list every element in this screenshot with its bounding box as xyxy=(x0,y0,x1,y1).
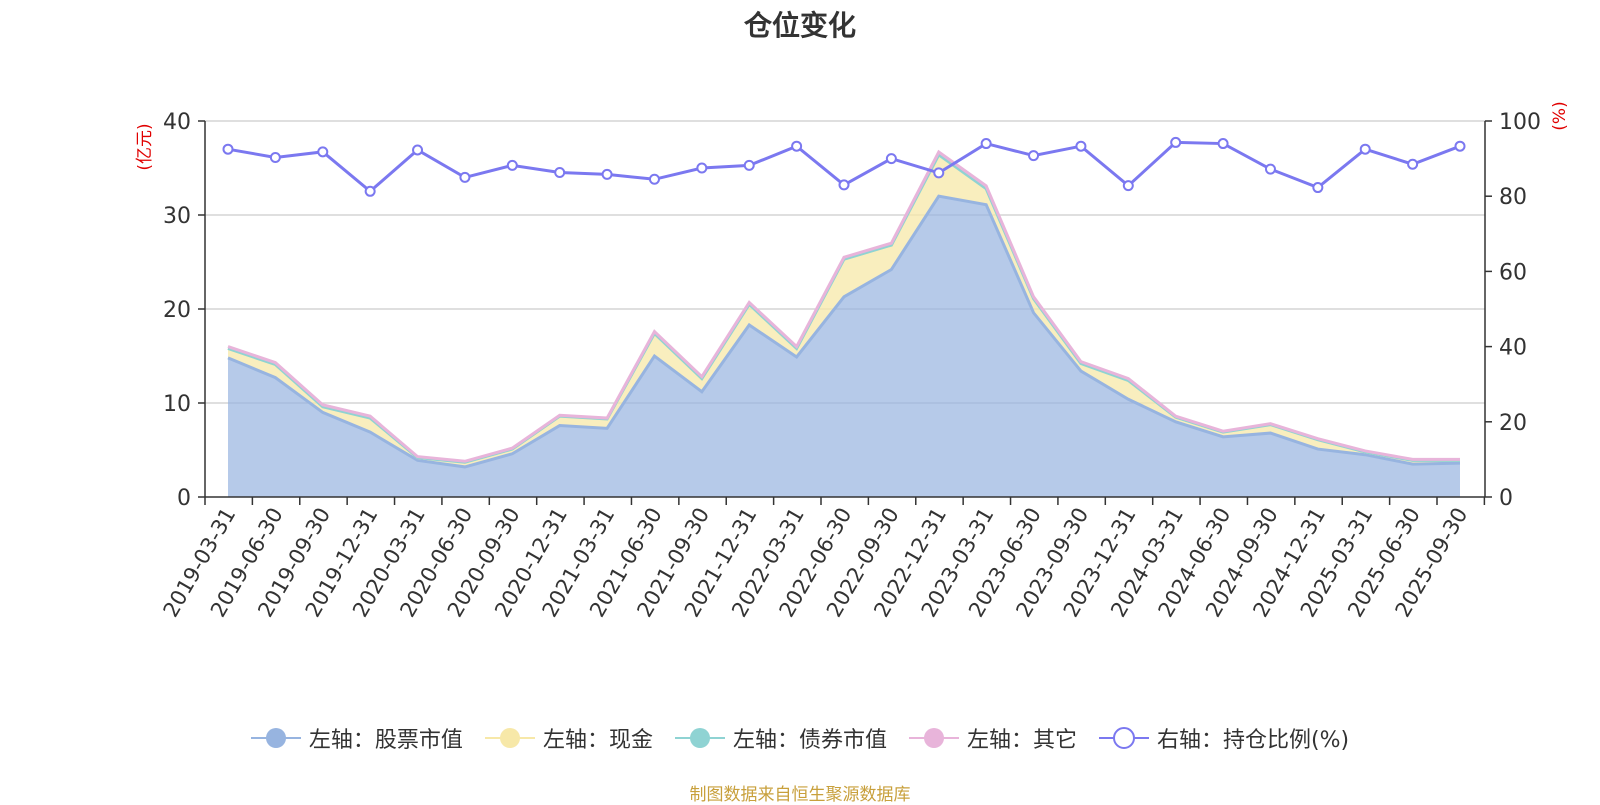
ratio-point-4 xyxy=(412,144,424,156)
chart-legend: 左轴：股票市值 左轴：现金 左轴：债券市值 左轴：其它 右轴：持仓比例(%) xyxy=(0,722,1600,754)
right-tick-label-0: 0 xyxy=(1499,486,1513,511)
ratio-point-13 xyxy=(838,179,850,191)
ratio-point-20 xyxy=(1170,136,1182,148)
ratio-point-2 xyxy=(317,146,329,158)
left-tick-label-10: 10 xyxy=(163,392,191,417)
ratio-point-6 xyxy=(506,159,518,171)
ratio-point-18 xyxy=(1075,140,1087,152)
ratio-point-25 xyxy=(1407,158,1419,170)
legend-item-bond[interactable]: 左轴：债券市值 xyxy=(674,722,887,754)
ratio-point-26 xyxy=(1454,140,1466,152)
ratio-point-15 xyxy=(933,167,945,179)
ratio-point-0 xyxy=(222,143,234,155)
area-series-0 xyxy=(228,196,1460,497)
right-tick-label-20: 20 xyxy=(1499,411,1527,436)
ratio-point-16 xyxy=(980,138,992,150)
ratio-point-10 xyxy=(696,162,708,174)
legend-item-ratio[interactable]: 右轴：持仓比例(%) xyxy=(1098,722,1350,754)
left-tick-label-30: 30 xyxy=(163,204,191,229)
legend-item-other[interactable]: 左轴：其它 xyxy=(908,722,1077,754)
area-line-series-3 xyxy=(227,149,1460,463)
ratio-point-12 xyxy=(791,140,803,152)
legend-bond-label: 左轴：债券市值 xyxy=(732,728,887,753)
ratio-point-14 xyxy=(885,153,897,165)
right-tick-label-40: 40 xyxy=(1499,336,1527,361)
ratio-point-1 xyxy=(269,151,281,163)
area-line-series-0 xyxy=(227,194,1461,469)
right-tick-label-100: 100 xyxy=(1499,110,1541,135)
left-tick-label-0: 0 xyxy=(177,486,191,511)
chart-title: 仓位变化 xyxy=(743,9,856,42)
left-axis-unit-label: (亿元) xyxy=(135,123,155,170)
ratio-point-7 xyxy=(554,167,566,179)
right-axis-unit-label: (%) xyxy=(1550,101,1570,130)
left-tick-label-40: 40 xyxy=(163,110,191,135)
legend-other-icon xyxy=(908,728,959,748)
ratio-point-23 xyxy=(1312,182,1324,194)
ratio-point-9 xyxy=(648,173,660,185)
ratio-point-17 xyxy=(1028,150,1040,162)
legend-other-label: 左轴：其它 xyxy=(966,728,1077,753)
legend-ratio-label: 右轴：持仓比例(%) xyxy=(1156,728,1350,753)
legend-stock-icon xyxy=(250,728,301,748)
ratio-point-8 xyxy=(601,168,613,180)
legend-ratio-icon xyxy=(1098,727,1149,749)
ratio-point-21 xyxy=(1217,138,1229,150)
ratio-point-3 xyxy=(364,185,376,197)
left-tick-label-20: 20 xyxy=(163,298,191,323)
ratio-point-11 xyxy=(743,159,755,171)
data-source-footer: 制图数据来自恒生聚源数据库 xyxy=(689,785,911,805)
legend-cash-label: 左轴：现金 xyxy=(542,728,653,753)
ratio-point-22 xyxy=(1264,163,1276,175)
right-tick-label-60: 60 xyxy=(1499,260,1527,285)
legend-cash-icon xyxy=(484,728,535,748)
legend-stock-label: 左轴：股票市值 xyxy=(308,728,463,753)
ratio-point-19 xyxy=(1122,180,1134,192)
right-tick-label-80: 80 xyxy=(1499,185,1527,210)
ratio-point-5 xyxy=(459,171,471,183)
legend-bond-icon xyxy=(674,728,725,748)
ratio-point-24 xyxy=(1359,143,1371,155)
legend-item-cash[interactable]: 左轴：现金 xyxy=(484,722,653,754)
legend-item-stock[interactable]: 左轴：股票市值 xyxy=(250,722,463,754)
